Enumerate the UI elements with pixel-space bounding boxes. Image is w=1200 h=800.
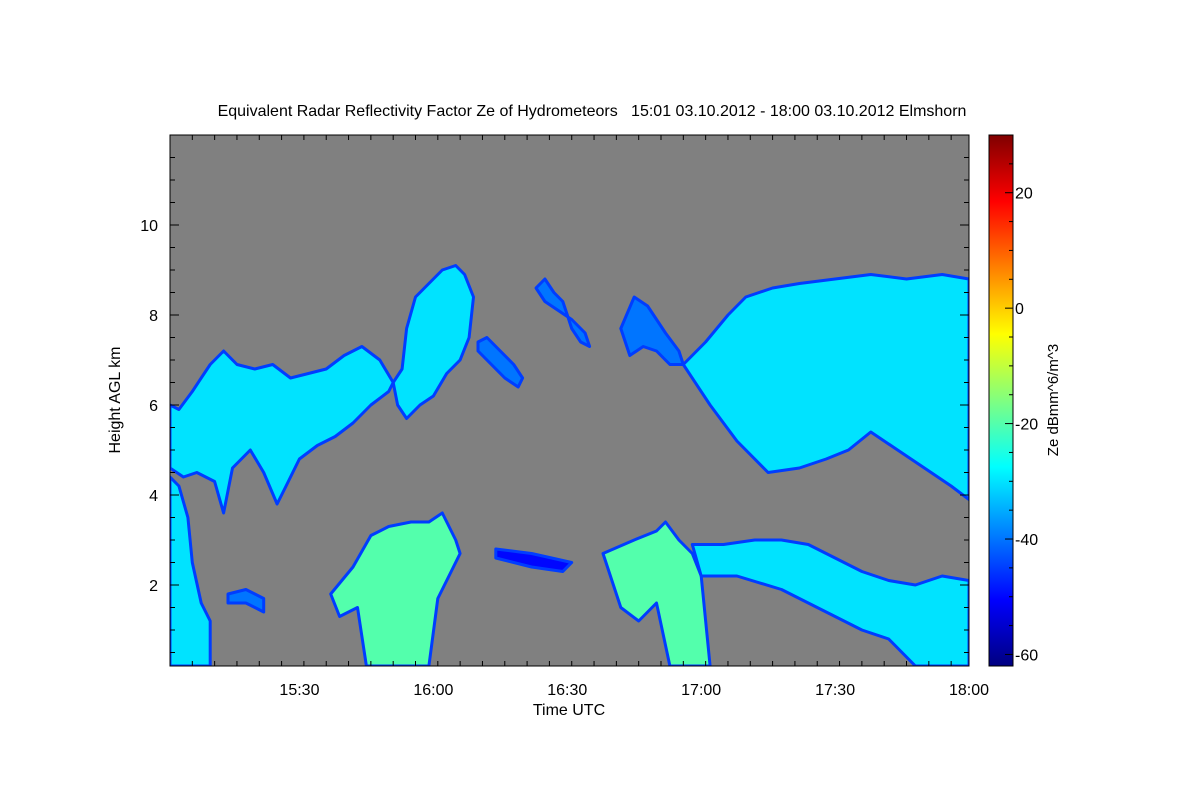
echo-region-6 <box>681 273 969 501</box>
echo-region-10 <box>494 547 574 573</box>
x-tick-label: 17:30 <box>815 682 855 699</box>
echo-region-2 <box>391 264 475 420</box>
y-axis-label: Height AGL km <box>107 346 124 453</box>
y-tick-label: 8 <box>149 308 158 325</box>
colorbar-tick-label: -40 <box>1015 532 1038 549</box>
y-axis: 2 4 6 8 10 <box>140 134 969 653</box>
x-tick-label: 16:30 <box>547 682 587 699</box>
x-tick-label: 17:00 <box>681 682 721 699</box>
echo-region-12 <box>690 538 969 666</box>
y-tick-label: 4 <box>149 488 158 505</box>
y-tick-label: 6 <box>149 398 158 415</box>
colorbar-tick-label: 20 <box>1015 186 1033 203</box>
echo-region-3 <box>476 336 525 389</box>
x-tick-label: 16:00 <box>413 682 453 699</box>
echo-region-8 <box>226 588 266 614</box>
colorbar-label: Ze dBmm^6/m^3 <box>1045 344 1062 456</box>
x-axis: 15:30 16:00 16:30 17:00 17:30 18:00 <box>169 135 989 699</box>
echo-region-1 <box>170 345 395 515</box>
plot-frame <box>169 134 970 667</box>
colorbar-tick-label: 0 <box>1015 301 1024 318</box>
echo-region-4 <box>534 277 592 348</box>
x-tick-label: 15:30 <box>279 682 319 699</box>
echo-regions <box>170 264 969 666</box>
colorbar-axis: 20 0 -20 -40 -60 <box>1005 134 1038 664</box>
colorbar-tick-label: -20 <box>1015 417 1038 434</box>
colorbar <box>988 134 1014 667</box>
x-tick-label: 18:00 <box>949 682 989 699</box>
echo-region-7 <box>170 475 212 666</box>
y-tick-label: 2 <box>149 578 158 595</box>
echo-region-9 <box>329 511 462 666</box>
colorbar-tick-label: -60 <box>1015 647 1038 664</box>
x-axis-label: Time UTC <box>533 702 605 719</box>
chart-title: Equivalent Radar Reflectivity Factor Ze … <box>218 103 967 120</box>
y-tick-label: 10 <box>140 218 158 235</box>
